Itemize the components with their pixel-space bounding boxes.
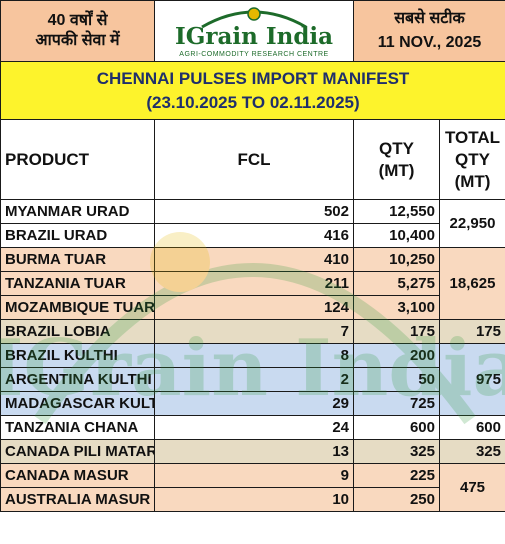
banner-date: 11 NOV., 2025 [377, 34, 482, 51]
banner-right: सबसे सटीक 11 NOV., 2025 [353, 0, 505, 62]
col-header-fcl: FCL [154, 119, 354, 200]
row-fcl: 13 [154, 439, 354, 464]
row-fcl: 211 [154, 271, 354, 296]
row-product: AUSTRALIA MASUR [0, 487, 155, 512]
total-kulthi: 975 [439, 343, 505, 416]
row-qty: 725 [353, 391, 440, 416]
table-row: TANZANIA CHANA 24 600 600 [0, 415, 505, 440]
total-tuar: 18,625 [439, 247, 505, 320]
table-row: BRAZIL LOBIA 7 175 175 [0, 319, 505, 344]
report-title: CHENNAI PULSES IMPORT MANIFEST (23.10.20… [0, 61, 505, 120]
table-row: BRAZIL URAD 416 10,400 [0, 223, 505, 248]
table-row: TANZANIA TUAR 211 5,275 [0, 271, 505, 296]
row-fcl: 10 [154, 487, 354, 512]
table-row: ARGENTINA KULTHI 2 50 [0, 367, 505, 392]
row-product: TANZANIA CHANA [0, 415, 155, 440]
table-row: BURMA TUAR 410 10,250 18,625 [0, 247, 505, 320]
row-product: CANADA PILI MATAR [0, 439, 155, 464]
row-fcl: 9 [154, 463, 354, 488]
row-qty: 12,550 [353, 199, 440, 224]
total-urad: 22,950 [439, 199, 505, 248]
col-header-total-line1: TOTAL [444, 127, 501, 147]
row-product: ARGENTINA KULTHI [0, 367, 155, 392]
row-fcl: 502 [154, 199, 354, 224]
logo-cell: IGrain India AGRI-COMMODITY RESEARCH CEN… [154, 0, 354, 62]
logo-arc-icon [201, 7, 307, 29]
table-row: CANADA PILI MATAR 13 325 325 [0, 439, 505, 464]
total-pili-matar: 325 [439, 439, 505, 464]
col-header-total: TOTAL QTY (MT) [439, 119, 505, 200]
table-row: MOZAMBIQUE TUAR 124 3,100 [0, 295, 505, 320]
row-qty: 325 [353, 439, 440, 464]
row-fcl: 24 [154, 415, 354, 440]
banner-row: 40 वर्षों से आपकी सेवा में IGrain India … [0, 0, 505, 62]
logo-tagline: AGRI-COMMODITY RESEARCH CENTRE [179, 51, 329, 58]
row-fcl: 29 [154, 391, 354, 416]
total-masur: 475 [439, 463, 505, 512]
row-product: MOZAMBIQUE TUAR [0, 295, 155, 320]
banner-left: 40 वर्षों से आपकी सेवा में [0, 0, 155, 62]
row-qty: 3,100 [353, 295, 440, 320]
column-header-row: PRODUCT FCL QTY (MT) TOTAL QTY (MT) [0, 119, 505, 200]
col-header-qty-line1: QTY [379, 138, 414, 158]
row-qty: 175 [353, 319, 440, 344]
row-fcl: 7 [154, 319, 354, 344]
row-product: BRAZIL URAD [0, 223, 155, 248]
banner-left-line2: आपकी सेवा में [35, 32, 120, 49]
row-product: BRAZIL KULTHI [0, 343, 155, 368]
row-fcl: 124 [154, 295, 354, 320]
row-qty: 250 [353, 487, 440, 512]
row-fcl: 410 [154, 247, 354, 272]
igrain-logo: IGrain India AGRI-COMMODITY RESEARCH CEN… [156, 2, 353, 61]
col-header-fcl-label: FCL [237, 149, 271, 169]
table-row: AUSTRALIA MASUR 10 250 [0, 487, 505, 512]
table-row: MADAGASCAR KULTHI 29 725 [0, 391, 505, 416]
row-fcl: 2 [154, 367, 354, 392]
title-line2: (23.10.2025 TO 02.11.2025) [146, 92, 360, 112]
row-qty: 10,400 [353, 223, 440, 248]
row-fcl: 8 [154, 343, 354, 368]
row-qty: 50 [353, 367, 440, 392]
title-line1: CHENNAI PULSES IMPORT MANIFEST [96, 68, 410, 88]
total-chana: 600 [439, 415, 505, 440]
total-lobia: 175 [439, 319, 505, 344]
row-product: TANZANIA TUAR [0, 271, 155, 296]
col-header-product-label: PRODUCT [5, 149, 90, 169]
row-qty: 225 [353, 463, 440, 488]
row-product: CANADA MASUR [0, 463, 155, 488]
banner-left-line1: 40 वर्षों से [47, 12, 108, 29]
row-qty: 600 [353, 415, 440, 440]
row-product: MADAGASCAR KULTHI [0, 391, 155, 416]
table-row: BRAZIL KULTHI 8 200 975 [0, 343, 505, 416]
row-product: BRAZIL LOBIA [0, 319, 155, 344]
banner-right-text: सबसे सटीक [394, 10, 465, 27]
row-product: MYANMAR URAD [0, 199, 155, 224]
logo-wordmark: IGrain India [174, 23, 334, 50]
title-row: CHENNAI PULSES IMPORT MANIFEST (23.10.20… [0, 61, 505, 120]
row-qty: 5,275 [353, 271, 440, 296]
col-header-total-line2: QTY [455, 149, 490, 169]
col-header-qty-line2: (MT) [378, 160, 415, 180]
table-row: MYANMAR URAD 502 12,550 22,950 [0, 199, 505, 248]
row-fcl: 416 [154, 223, 354, 248]
table-row: CANADA MASUR 9 225 475 [0, 463, 505, 512]
manifest-table: 40 वर्षों से आपकी सेवा में IGrain India … [0, 0, 505, 512]
col-header-total-line3: (MT) [454, 171, 491, 191]
row-product: BURMA TUAR [0, 247, 155, 272]
col-header-product: PRODUCT [0, 119, 155, 200]
row-qty: 10,250 [353, 247, 440, 272]
row-qty: 200 [353, 343, 440, 368]
col-header-qty: QTY (MT) [353, 119, 440, 200]
